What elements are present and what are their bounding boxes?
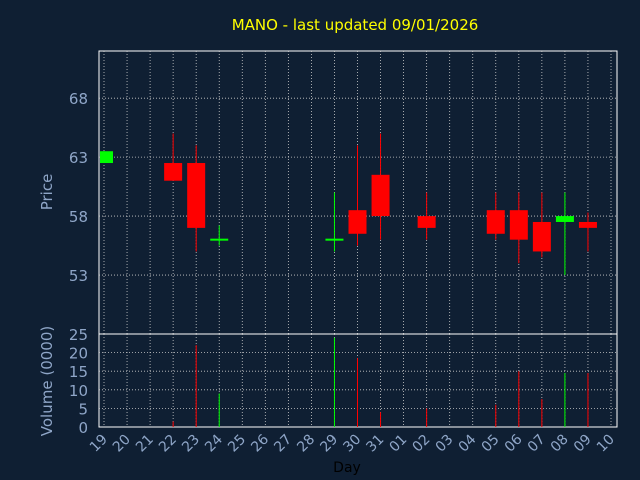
- candle-body: [348, 210, 367, 234]
- price-tick-label: 53: [69, 267, 88, 285]
- volume-tick-label: 25: [69, 326, 88, 344]
- candle-body: [509, 210, 528, 240]
- volume-tick-label: 5: [78, 400, 88, 418]
- candle-body: [555, 216, 574, 222]
- candle-body: [486, 210, 505, 234]
- price-axis-label: Price: [38, 174, 56, 211]
- volume-tick-label: 10: [69, 382, 88, 400]
- candle-body: [210, 238, 229, 241]
- chart-title: MANO - last updated 09/01/2026: [232, 16, 479, 34]
- volume-tick-label: 15: [69, 363, 88, 381]
- candle-body: [417, 216, 436, 228]
- price-panel: 53 58 63 68: [69, 50, 618, 335]
- candle-body: [164, 163, 183, 181]
- x-axis-label: Day: [333, 460, 361, 476]
- candle-body: [578, 221, 597, 228]
- volume-tick-label: 0: [78, 419, 88, 437]
- candle-body: [100, 151, 113, 164]
- x-axis-ticks: 19 20 21 22 23 24 25 26 27 28 29 30 31 01 02 03 04 05 06 07…: [87, 431, 618, 455]
- volume-tick-label: 20: [69, 345, 88, 363]
- volume-axis-label: Volume (0000): [38, 326, 56, 436]
- candle-body: [187, 163, 206, 228]
- price-tick-label: 68: [69, 90, 88, 108]
- candle-body: [325, 238, 344, 241]
- price-tick-label: 58: [69, 208, 88, 226]
- price-tick-label: 63: [69, 149, 88, 167]
- candle-body: [371, 174, 390, 217]
- candle-body: [532, 221, 551, 252]
